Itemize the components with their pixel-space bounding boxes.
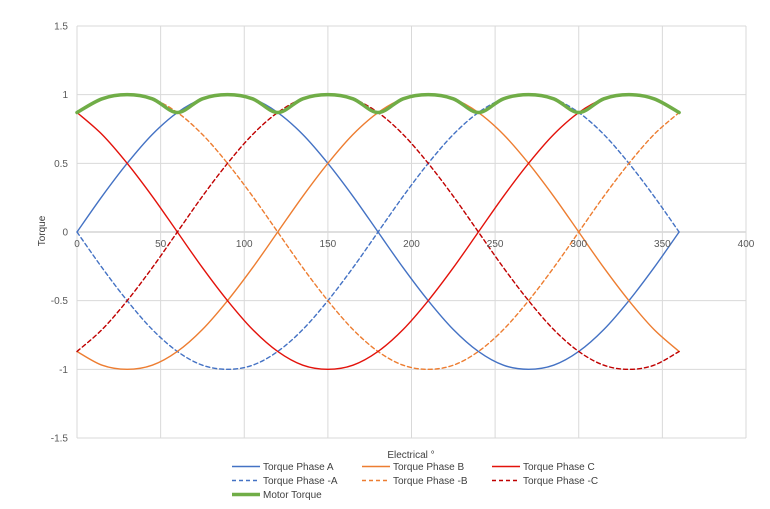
x-tick-label: 50 — [155, 239, 167, 250]
legend-item-motor-torque: Motor Torque — [232, 490, 322, 501]
legend-label: Motor Torque — [263, 490, 322, 501]
y-axis-title: Torque — [37, 215, 48, 246]
x-tick-label: 100 — [236, 239, 253, 250]
legend-item-torque-phase-c: Torque Phase -C — [492, 476, 598, 487]
x-axis-title: Electrical ° — [387, 450, 434, 461]
y-tick-label: 0 — [62, 228, 68, 239]
legend: Torque Phase A Torque Phase B Torque Phase… — [232, 462, 598, 501]
y-tick-label: 1 — [62, 90, 68, 101]
legend-label: Torque Phase B — [393, 462, 464, 473]
x-tick-label: 150 — [320, 239, 337, 250]
y-tick-label: 1.5 — [54, 22, 68, 33]
x-tick-label: 250 — [487, 239, 504, 250]
legend-item-torque-phase-c: Torque Phase C — [492, 462, 595, 473]
x-tick-label: 400 — [738, 239, 755, 250]
legend-item-torque-phase-a: Torque Phase -A — [232, 476, 338, 487]
x-tick-label: 350 — [654, 239, 671, 250]
y-tick-label: -1.5 — [51, 434, 69, 445]
y-tick-label: -1 — [59, 365, 68, 376]
series-lines — [75, 92, 681, 371]
legend-label: Torque Phase -B — [393, 476, 468, 487]
legend-label: Torque Phase C — [523, 462, 595, 473]
y-tick-label: -0.5 — [51, 296, 69, 307]
y-tick-label: 0.5 — [54, 159, 68, 170]
legend-item-torque-phase-b: Torque Phase -B — [362, 476, 468, 487]
legend-label: Torque Phase -C — [523, 476, 598, 487]
x-tick-label: 200 — [403, 239, 420, 250]
legend-label: Torque Phase -A — [263, 476, 338, 487]
x-tick-label: 300 — [570, 239, 587, 250]
legend-label: Torque Phase A — [263, 462, 334, 473]
legend-item-torque-phase-b: Torque Phase B — [362, 462, 464, 473]
legend-item-torque-phase-a: Torque Phase A — [232, 462, 334, 473]
x-tick-label: 0 — [74, 239, 80, 250]
tick-labels: 1.5 1 0.5 0 -0.5 -1 -1.5 0 50 100 150 200 250 300 350 4… — [51, 22, 755, 445]
series-motor-torque-line — [75, 92, 681, 115]
